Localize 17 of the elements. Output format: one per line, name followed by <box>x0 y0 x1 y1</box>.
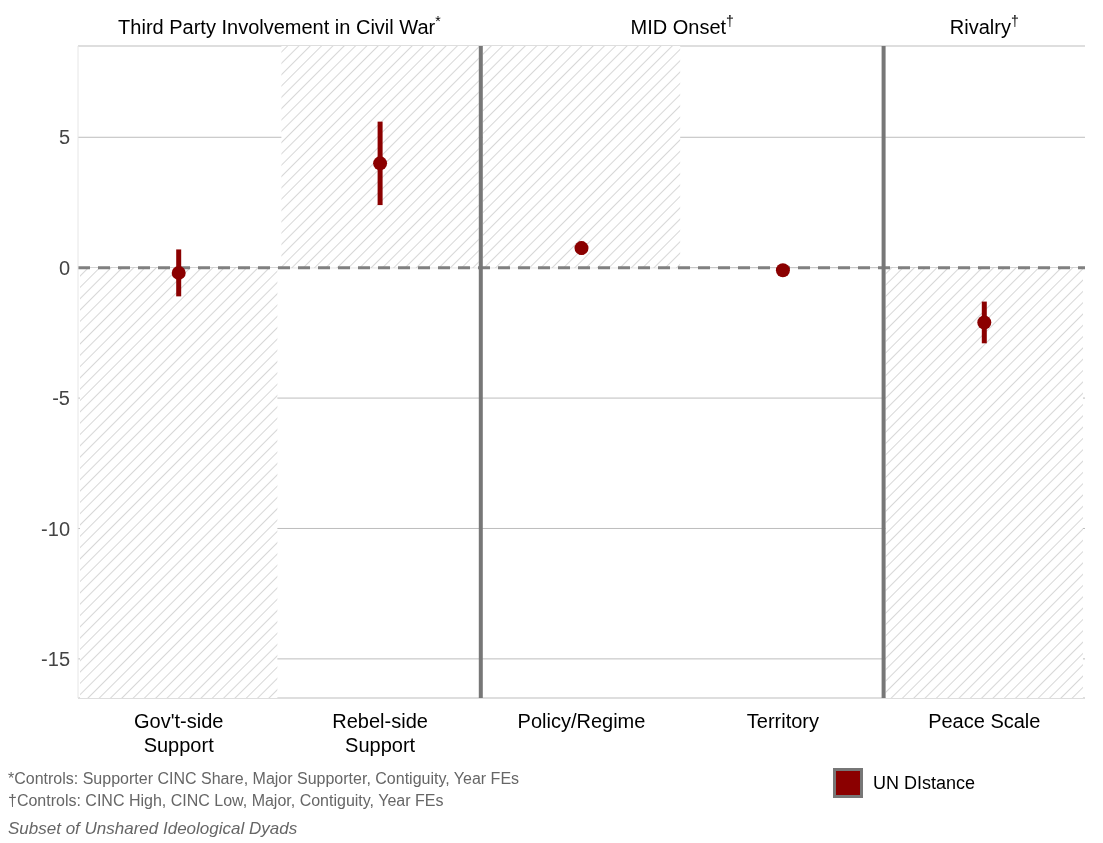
text: Rivalry$^{†}$ <box>949 13 1019 38</box>
y-tick-label: 5 <box>58 126 70 149</box>
text: MID Onset$^{†}$ <box>630 13 734 38</box>
x-tick-label: Peace Scale <box>928 710 1041 732</box>
x-tick-label: Policy/Regime <box>517 710 646 732</box>
y-tick-label: -5 <box>52 387 70 410</box>
text: *Controls: Supporter CINC Share, Major Supporter, Contiguity, Year FEs <box>8 769 520 789</box>
x-tick-label: Gov't-side Support <box>134 710 224 756</box>
x-tick-label: Territory <box>746 710 820 732</box>
x-tick-label: Rebel-side Support <box>332 710 428 756</box>
y-tick-label: 0 <box>58 256 70 279</box>
text: Third Party Involvement in Civil War$^{*}$ <box>118 13 442 38</box>
legend-label: UN DIstance <box>872 772 975 794</box>
y-tick-label: -15 <box>41 647 70 670</box>
text: †Controls: CINC High, CINC Low, Major, Contiguity, Year FEs <box>8 791 445 811</box>
y-tick-label: -10 <box>41 517 70 540</box>
text: Subset of Unshared Ideological Dyads <box>8 818 299 840</box>
